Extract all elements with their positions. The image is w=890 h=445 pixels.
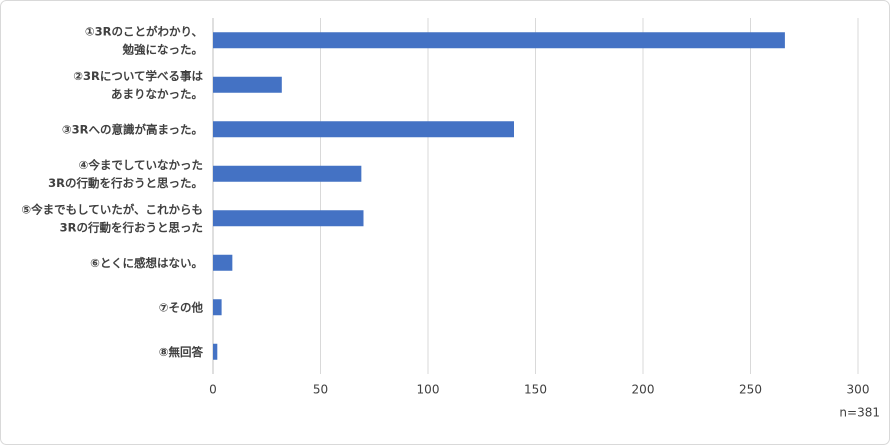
y-tick-label-line: あまりなかった。 bbox=[111, 86, 203, 100]
y-tick-label: ③3Rへの意識が高まった。 bbox=[62, 122, 203, 136]
y-tick-label-line: ④今までしていなかった bbox=[79, 157, 203, 171]
y-tick-label: ②3Rについて学べる事はあまりなかった。 bbox=[73, 68, 203, 100]
bar bbox=[213, 165, 362, 182]
y-tick-label-line: ①3Rのことがわかり、 bbox=[85, 24, 203, 38]
y-tick-label-line: ③3Rへの意識が高まった。 bbox=[62, 122, 203, 136]
y-tick-label: ④今までしていなかった 3Rの行動を行おうと思った。 bbox=[48, 157, 203, 189]
bar bbox=[213, 121, 514, 138]
y-tick-label-line: ⑤今までもしていたが、これからも bbox=[21, 202, 203, 216]
y-tick-label-line: ⑦その他 bbox=[159, 300, 204, 314]
bar bbox=[213, 299, 222, 316]
x-tick-label: 150 bbox=[524, 383, 547, 397]
y-tick-label-line: 3Rの行動を行おうと思った bbox=[60, 220, 203, 234]
bar bbox=[213, 210, 364, 227]
x-tick-label: 300 bbox=[847, 383, 870, 397]
bar bbox=[213, 32, 785, 49]
x-tick-label: 50 bbox=[313, 383, 328, 397]
y-tick-label: ⑧無回答 bbox=[159, 344, 204, 358]
y-tick-label-line: 勉強になった。 bbox=[122, 42, 204, 56]
x-tick-label: 0 bbox=[209, 383, 217, 397]
y-tick-label: ⑥とくに感想はない。 bbox=[90, 255, 203, 269]
y-tick-label: ⑦その他 bbox=[159, 300, 204, 314]
x-tick-label: 100 bbox=[417, 383, 440, 397]
y-tick-label-line: ②3Rについて学べる事は bbox=[73, 68, 203, 82]
bar bbox=[213, 254, 233, 271]
y-tick-label: ⑤今までもしていたが、これからも 3Rの行動を行おうと思った bbox=[21, 202, 203, 234]
y-tick-label: ①3Rのことがわかり、勉強になった。 bbox=[85, 24, 203, 56]
y-tick-label-line: ⑥とくに感想はない。 bbox=[90, 255, 203, 269]
y-tick-label-line: 3Rの行動を行おうと思った。 bbox=[48, 175, 203, 189]
x-tick-label: 250 bbox=[739, 383, 762, 397]
bar bbox=[213, 343, 218, 360]
y-tick-label-line: ⑧無回答 bbox=[159, 344, 204, 358]
bar bbox=[213, 76, 282, 93]
annotation: n=381 bbox=[839, 406, 880, 420]
x-tick-label: 200 bbox=[632, 383, 655, 397]
